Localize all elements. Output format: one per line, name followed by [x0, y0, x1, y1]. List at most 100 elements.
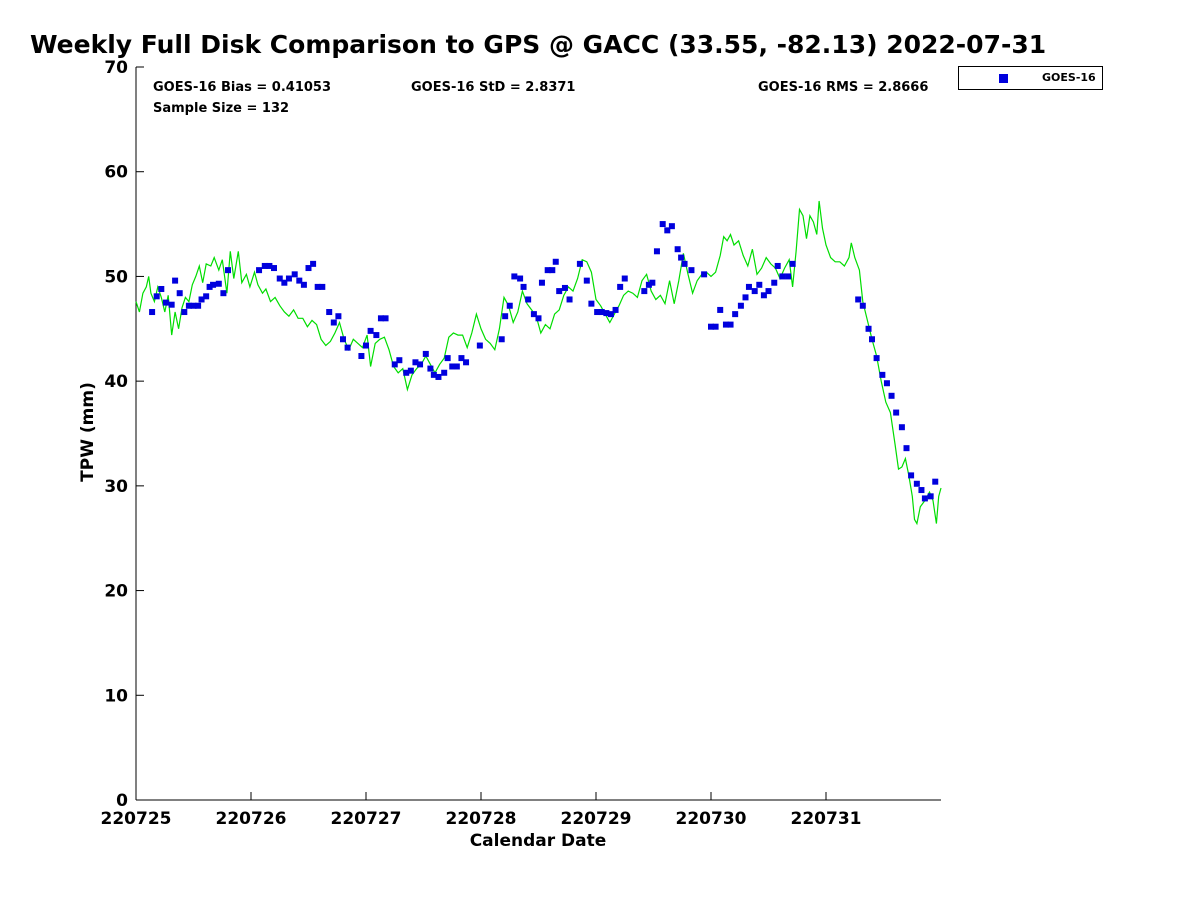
goes16-point [310, 260, 317, 267]
goes16-point [612, 306, 619, 313]
goes16-point [266, 262, 273, 269]
goes16-point [908, 472, 915, 479]
chart-title: Weekly Full Disk Comparison to GPS @ GAC… [30, 30, 1047, 59]
goes16-point [225, 267, 231, 274]
x-tick-label: 220728 [446, 809, 517, 829]
goes16-point [344, 344, 351, 351]
goes16-point [220, 290, 227, 297]
goes16-point [898, 424, 905, 431]
goes16-point [785, 273, 792, 280]
goes16-point [430, 371, 437, 378]
y-tick-label: 70 [104, 58, 128, 78]
goes16-point [314, 283, 321, 290]
goes16-point [271, 265, 277, 272]
goes16-point [422, 350, 429, 357]
goes16-point [641, 288, 648, 295]
goes16-point [873, 355, 880, 362]
goes16-point [552, 258, 559, 265]
goes16-point [276, 275, 283, 282]
goes16-point [674, 246, 681, 253]
goes16-point [561, 284, 568, 291]
x-tick-label: 220726 [216, 809, 287, 829]
goes16-point [412, 359, 419, 366]
goes16-point [653, 248, 660, 255]
goes16-point [498, 336, 505, 343]
goes16-point [771, 279, 778, 286]
goes16-point [921, 495, 928, 502]
goes16-point [668, 223, 675, 230]
legend-label: GOES-16 [1042, 71, 1096, 84]
goes16-point [893, 409, 900, 416]
goes16-point [789, 260, 796, 267]
goes16-point [544, 267, 551, 274]
goes16-point [681, 260, 688, 267]
goes16-point [435, 373, 442, 380]
goes16-point [367, 327, 374, 334]
y-axis-label: TPW (mm) [78, 382, 98, 482]
goes16-point [603, 310, 610, 317]
goes16-point [865, 325, 872, 332]
y-tick-label: 50 [104, 267, 128, 287]
goes16-point [363, 342, 369, 349]
x-tick-label: 220727 [331, 809, 402, 829]
goes16-point [598, 309, 605, 316]
goes16-point [281, 279, 288, 286]
goes16-point [176, 290, 183, 297]
std-stat: GOES-16 StD = 2.8371 [411, 80, 576, 95]
x-tick-label: 220725 [101, 809, 172, 829]
goes16-point [751, 288, 758, 295]
goes16-point [453, 363, 460, 370]
goes16-point [502, 313, 509, 320]
goes16-point [285, 275, 292, 282]
y-tick-label: 40 [104, 372, 128, 392]
y-tick-label: 10 [104, 686, 128, 706]
goes16-point [511, 273, 518, 280]
goes16-point [427, 365, 434, 372]
goes16-point [727, 321, 734, 328]
goes16-point [305, 265, 312, 272]
y-tick-label: 60 [104, 163, 128, 183]
goes16-point [708, 323, 714, 330]
goes16-point [172, 277, 179, 284]
goes16-point [373, 332, 380, 339]
goes16-point [358, 353, 365, 360]
goes16-point [215, 280, 222, 287]
goes16-point [382, 315, 389, 322]
goes16-point [330, 319, 337, 326]
goes16-point [722, 321, 729, 328]
goes16-point [594, 309, 601, 316]
goes16-point [206, 283, 213, 290]
goes16-point [463, 359, 470, 366]
x-axis-label: Calendar Date [469, 831, 607, 851]
goes16-point [153, 293, 160, 300]
goes16-point [396, 357, 403, 364]
goes16-point [583, 277, 590, 284]
goes16-point [779, 273, 786, 280]
goes16-point [538, 279, 545, 286]
goes16-point [869, 336, 875, 343]
goes16-point [444, 355, 451, 362]
goes16-point [701, 271, 708, 278]
goes16-point [712, 323, 719, 330]
goes16-point [932, 478, 939, 485]
goes16-point [195, 302, 202, 309]
goes16-point [742, 294, 749, 301]
goes16-point [649, 279, 656, 286]
goes16-point [607, 311, 614, 318]
goes16-point [181, 309, 188, 316]
goes16-point [621, 275, 628, 282]
goes16-point [645, 281, 652, 288]
goes16-point [737, 302, 744, 309]
goes16-point [520, 283, 527, 290]
goes16-point [659, 221, 666, 228]
goes16-point [765, 288, 772, 295]
goes16-point [162, 299, 169, 306]
goes16-point [918, 487, 925, 494]
goes16-point [149, 309, 156, 316]
y-tick-label: 0 [116, 791, 128, 811]
goes16-point [403, 369, 410, 376]
goes16-point [296, 277, 303, 284]
goes16-point [576, 260, 583, 267]
goes16-point [291, 271, 298, 278]
goes16-point [185, 302, 192, 309]
